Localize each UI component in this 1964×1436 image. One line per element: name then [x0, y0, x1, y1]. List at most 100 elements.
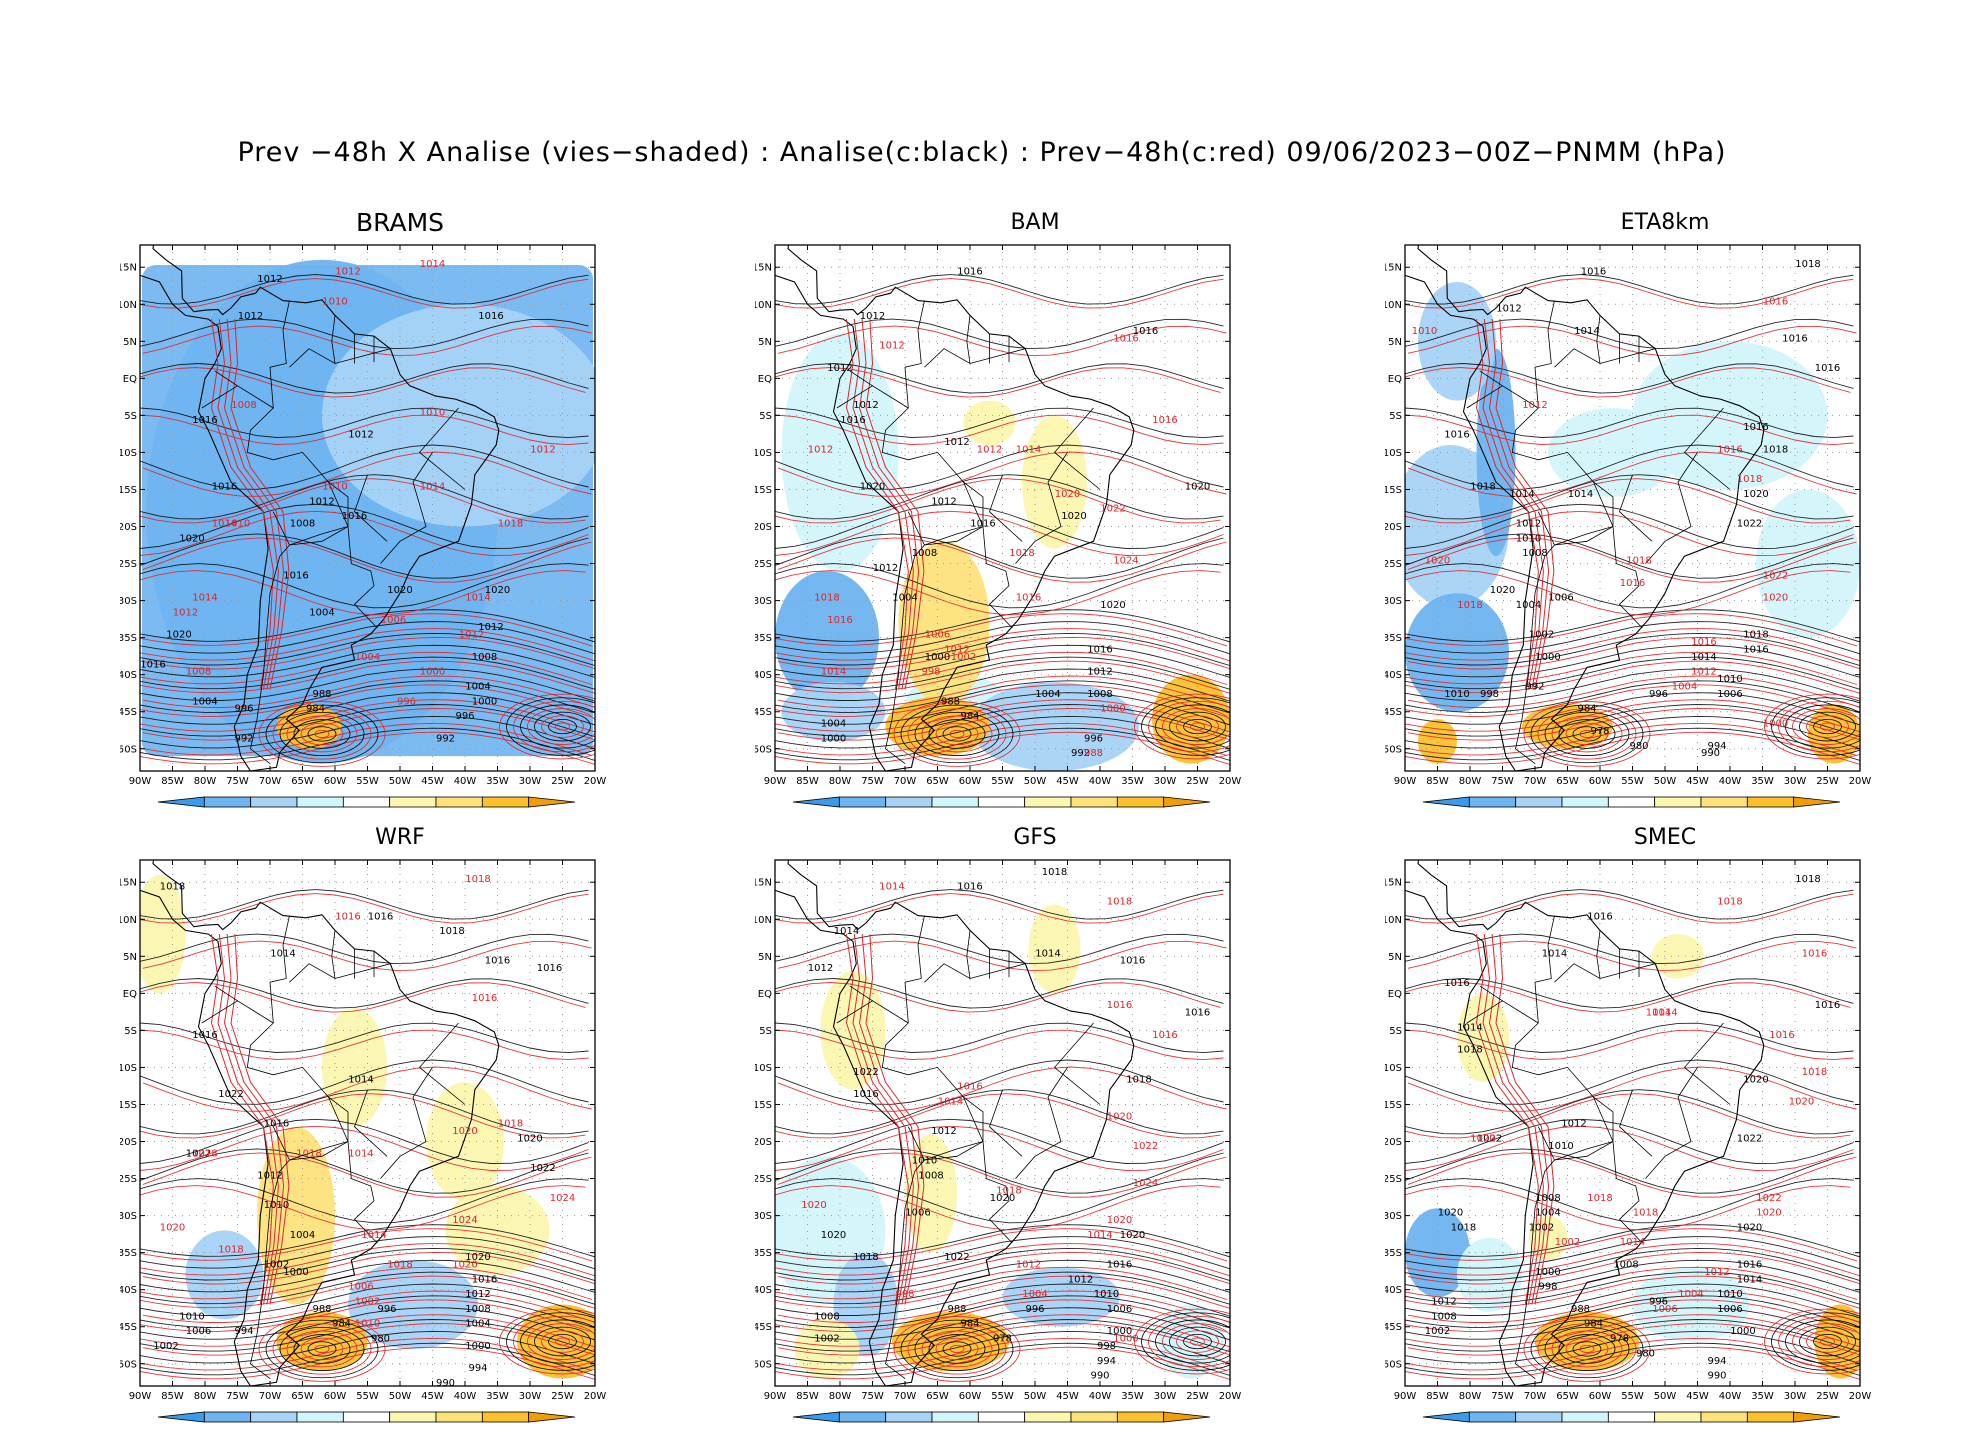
forecast-isobar-label: 1018: [296, 1148, 321, 1159]
colorbar-arrow-pos4: [1793, 796, 1841, 808]
forecast-isobar: [775, 731, 1230, 765]
colorbar: −4 −3 −2 −1 1 2 3 4: [157, 1411, 576, 1425]
contour-labels: 1016101810121014101610161016101610181018…: [1412, 259, 1840, 759]
analysis-isobar-label: 992: [1525, 682, 1544, 693]
longitude-label: 90W: [764, 776, 787, 787]
forecast-isobar: [1407, 1290, 1860, 1323]
colorbar-label: −3: [243, 1424, 259, 1425]
colorbar-label: 3: [1114, 809, 1121, 810]
analysis-isobar-label: 1012: [1087, 667, 1112, 678]
low-pressure-ring: [1523, 701, 1651, 767]
analysis-isobar: [140, 680, 595, 714]
analysis-isobar-label: 980: [1636, 1348, 1655, 1359]
forecast-isobar-label: 1024: [452, 1215, 477, 1226]
andes-forecast-contour: [865, 934, 925, 1305]
analysis-isobar-label: 1010: [179, 1311, 204, 1322]
analysis-isobar: [775, 680, 1230, 714]
longitude-label: 60W: [324, 1391, 347, 1402]
forecast-isobar-label: 1016: [472, 993, 497, 1004]
andes-forecast-contour: [1488, 319, 1550, 690]
latitude-label: 30S: [755, 596, 772, 607]
analysis-isobar: [775, 274, 1224, 305]
latitude-label: EQ: [123, 989, 137, 1000]
low-pressure-ring: [907, 1323, 1007, 1375]
analysis-isobar-label: 992: [234, 733, 253, 744]
longitude-label: 65W: [291, 1391, 314, 1402]
coastline: [140, 860, 500, 1386]
longitude-label: 80W: [194, 1391, 217, 1402]
longitude-label: 45W: [421, 776, 444, 787]
forecast-isobar-label: 1008: [231, 400, 256, 411]
longitude-label: 55W: [356, 776, 379, 787]
colorbar-swatch-pos2: [1700, 1411, 1748, 1423]
forecast-isobar: [140, 731, 595, 765]
forecast-isobar-label: 1012: [173, 607, 198, 618]
forecast-isobar-label: 1004: [355, 652, 380, 663]
forecast-isobar-label: 988: [1084, 748, 1103, 759]
latitude-label: 15N: [755, 878, 772, 889]
analysis-isobar-label: 1002: [1425, 1326, 1450, 1337]
analysis-isobar: [1405, 274, 1854, 305]
low-pressure-ring: [520, 1319, 595, 1364]
low-pressure-ring: [513, 1315, 595, 1368]
longitude-label: 25W: [551, 1391, 574, 1402]
analysis-isobar-label: 1016: [140, 659, 165, 670]
colorbar-label: −2: [289, 1424, 305, 1425]
low-pressure-ring: [1558, 1334, 1616, 1364]
analysis-isobar-label: 1012: [873, 563, 898, 574]
longitude-label: 35W: [1751, 776, 1774, 787]
analysis-isobar-label: 996: [455, 711, 474, 722]
forecast-isobar: [140, 1337, 593, 1372]
analysis-isobar: [775, 503, 1224, 549]
forecast-isobar: [140, 1266, 593, 1300]
colorbar-swatch-pos1: [1024, 796, 1072, 808]
analysis-isobar-label: 1000: [821, 733, 846, 744]
country-border: [966, 315, 971, 364]
forecast-isobar: [1405, 1337, 1858, 1372]
colorbar-swatch-pos3: [481, 796, 530, 808]
analysis-isobar-label: 1022: [218, 1089, 243, 1100]
latitude-label: 40S: [1385, 670, 1402, 681]
country-border: [1683, 1022, 1731, 1105]
analysis-isobar-label: 1016: [1743, 644, 1768, 655]
forecast-isobar-label: 1018: [192, 1148, 217, 1159]
analysis-isobar-label: 1018: [1763, 444, 1788, 455]
country-border: [201, 1000, 238, 1024]
analysis-isobar: [1405, 889, 1854, 920]
forecast-isobar: [142, 940, 592, 972]
analysis-isobar: [775, 1247, 1230, 1282]
low-pressure-ring: [265, 1319, 379, 1379]
forecast-isobar: [142, 675, 595, 708]
panel-smec: 1018 1016 1014 1016 1014 1016 1018 1020 1022 1012…: [1385, 825, 1945, 1425]
forecast-isobar: [777, 636, 1230, 670]
analysis-isobar-label: 1008: [472, 652, 497, 663]
analysis-isobar-label: 1014: [1509, 489, 1534, 500]
low-pressure-ring: [1820, 722, 1835, 731]
analysis-isobar-label: 1018: [160, 882, 185, 893]
forecast-isobar-label: 1018: [498, 1119, 523, 1130]
colorbar-label: 1: [386, 1424, 393, 1425]
country-border: [1511, 300, 1614, 546]
country-border: [1466, 385, 1503, 409]
analysis-isobar-label: 1006: [905, 1208, 930, 1219]
forecast-isobar: [777, 675, 1230, 708]
analysis-isobar: [775, 1283, 1230, 1317]
colorbar-label: −4: [196, 1424, 212, 1425]
analysis-isobar-label: 996: [1649, 1297, 1668, 1308]
low-pressure-ring: [272, 708, 372, 760]
analysis-isobar: [140, 609, 595, 643]
longitude-label: 30W: [1154, 776, 1177, 787]
analysis-isobar: [775, 1259, 1230, 1293]
analysis-isobar-label: 1012: [465, 1289, 490, 1300]
forecast-isobar: [1407, 1251, 1860, 1285]
andes-forecast-contour: [217, 319, 279, 690]
analysis-isobar-label: 1010: [1717, 1289, 1742, 1300]
country-border: [1053, 1022, 1101, 1105]
forecast-isobar: [775, 722, 1228, 757]
low-pressure-ring: [534, 1326, 591, 1357]
analysis-isobar-label: 1016: [537, 963, 562, 974]
analysis-isobar-label: 1020: [166, 630, 191, 641]
low-pressure-ring: [548, 718, 577, 735]
analysis-isobar-label: 1000: [465, 1341, 490, 1352]
analysis-isobar-label: 1016: [478, 311, 503, 322]
